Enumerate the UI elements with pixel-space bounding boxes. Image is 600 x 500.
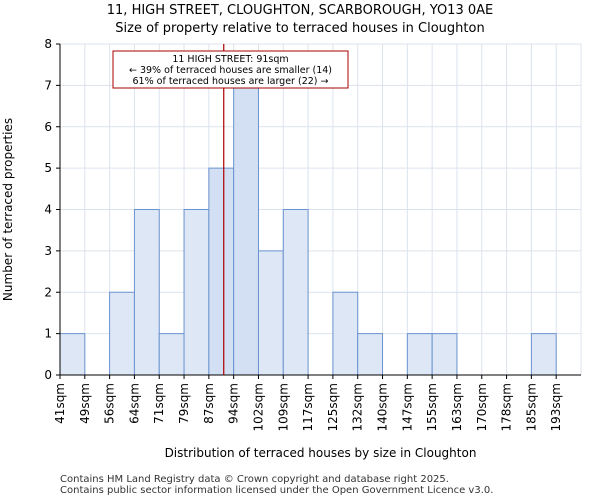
x-tick-label: 49sqm — [78, 383, 92, 424]
histogram-bar — [257, 250, 284, 376]
x-tick-label: 94sqm — [227, 383, 241, 424]
x-tick-label: 71sqm — [152, 383, 166, 424]
x-tick-label: 163sqm — [450, 383, 464, 431]
chart-title-address: 11, HIGH STREET, CLOUGHTON, SCARBOROUGH,… — [106, 3, 494, 18]
histogram-bar — [406, 333, 433, 376]
annotation-line: 11 HIGH STREET: 91sqm — [172, 54, 288, 65]
y-tick-label: 5 — [44, 161, 52, 175]
x-tick-label: 64sqm — [127, 383, 141, 424]
histogram-bar — [133, 209, 160, 376]
x-tick-label: 56sqm — [103, 383, 117, 424]
x-tick-label: 185sqm — [524, 383, 538, 431]
x-tick-label: 102sqm — [251, 383, 265, 431]
x-tick-label: 132sqm — [351, 383, 365, 431]
y-tick-label: 1 — [44, 327, 52, 341]
x-tick-label: 117sqm — [301, 383, 315, 431]
x-axis-title: Distribution of terraced houses by size … — [165, 446, 477, 460]
histogram-bar — [109, 291, 135, 376]
x-tick-label: 140sqm — [376, 383, 390, 431]
y-tick-label: 4 — [44, 203, 52, 217]
chart-title: Size of property relative to terraced ho… — [115, 21, 485, 36]
histogram-bar — [158, 333, 185, 376]
histogram-bar — [183, 209, 210, 376]
histogram-bar — [282, 209, 309, 376]
footer-copyright: Contains HM Land Registry data © Crown c… — [60, 474, 449, 485]
y-tick-label: 2 — [44, 285, 52, 299]
histogram-bar — [208, 167, 235, 376]
histogram-bar — [357, 333, 384, 376]
histogram-bar — [332, 291, 359, 376]
x-tick-label: 147sqm — [400, 383, 414, 431]
histogram-bar — [431, 333, 458, 376]
y-tick-label: 3 — [44, 244, 52, 258]
footer-licence: Contains public sector information licen… — [60, 485, 494, 496]
y-tick-label: 0 — [44, 368, 52, 382]
x-tick-label: 193sqm — [549, 383, 563, 431]
x-tick-label: 79sqm — [177, 383, 191, 424]
histogram-bar — [233, 84, 259, 376]
x-tick-label: 170sqm — [475, 383, 489, 431]
x-tick-label: 41sqm — [53, 383, 67, 424]
annotation-line: 61% of terraced houses are larger (22) → — [133, 76, 329, 87]
histogram-bar — [59, 333, 86, 376]
x-tick-label: 109sqm — [276, 383, 290, 431]
y-axis-title: Number of terraced properties — [1, 118, 15, 301]
y-tick-label: 8 — [44, 37, 52, 51]
annotation-box — [112, 50, 349, 89]
annotation-line: ← 39% of terraced houses are smaller (14… — [129, 65, 332, 76]
histogram-bar — [530, 333, 557, 376]
x-tick-label: 178sqm — [500, 383, 514, 431]
y-tick-label: 6 — [44, 120, 52, 134]
y-tick-label: 7 — [44, 78, 52, 92]
x-tick-label: 87sqm — [202, 383, 216, 424]
x-tick-label: 125sqm — [326, 383, 340, 431]
x-tick-label: 155sqm — [425, 383, 439, 431]
